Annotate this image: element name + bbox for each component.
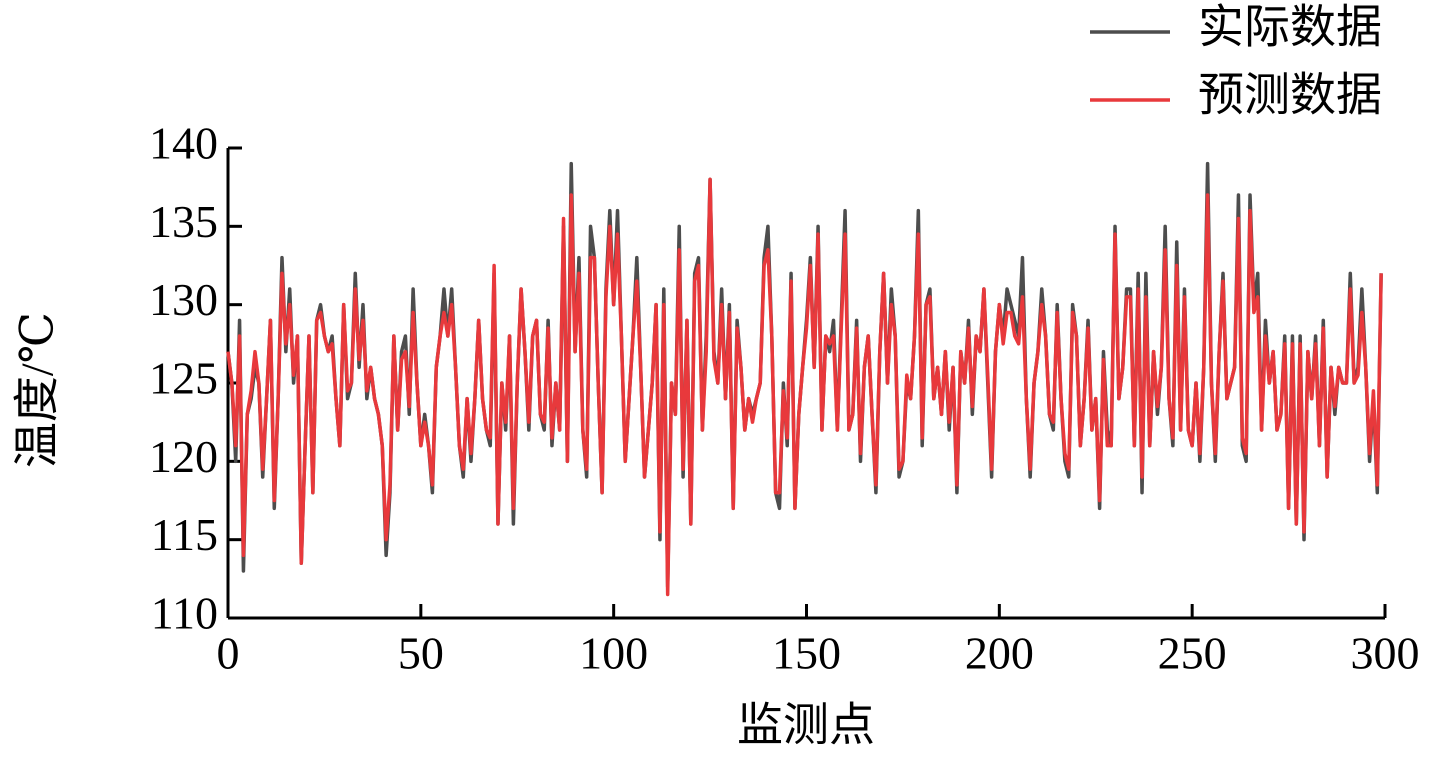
y-tick-label: 135 [149,196,218,247]
x-tick-label: 300 [1351,628,1420,679]
legend-label: 实际数据 [1198,2,1382,53]
x-tick-label: 250 [1158,628,1227,679]
y-tick-label: 125 [149,353,218,404]
y-tick-label: 140 [149,118,218,169]
x-tick-label: 150 [772,628,841,679]
x-tick-label: 200 [965,628,1034,679]
y-axis-label: 温度/℃ [12,312,63,468]
x-tick-label: 0 [217,628,240,679]
x-axis-label: 监测点 [737,700,875,751]
x-tick-label: 100 [579,628,648,679]
x-tick-label: 50 [398,628,444,679]
y-tick-label: 115 [151,509,218,560]
y-tick-label: 130 [149,274,218,325]
y-tick-label: 110 [151,588,218,639]
legend-label: 预测数据 [1198,70,1382,121]
y-tick-label: 120 [149,431,218,482]
data-line [226,177,1383,597]
